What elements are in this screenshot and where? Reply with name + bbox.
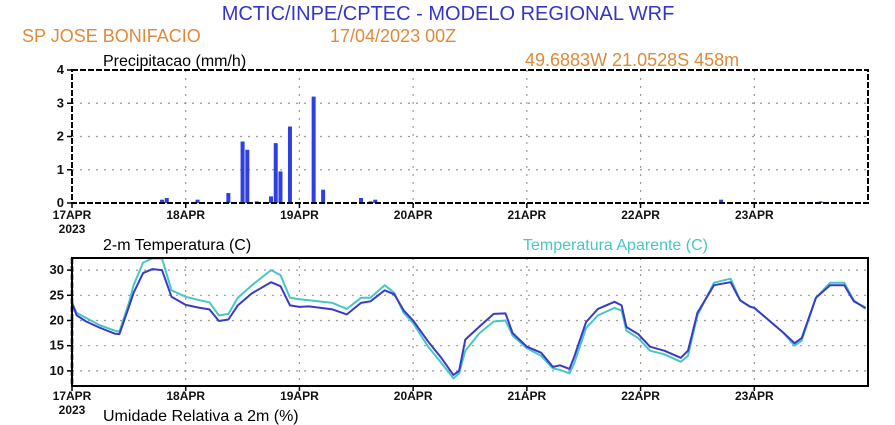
apparent-temperature-line	[71, 257, 867, 380]
precip-bar	[245, 149, 250, 203]
temperature-line	[71, 268, 867, 376]
precip-panel: Precipitacao (mm/h) 49.6883W 21.0528S 45…	[53, 50, 869, 236]
x-tick-label: 18APR	[166, 208, 205, 222]
precip-bar	[373, 199, 378, 203]
y-tick-label: 1	[57, 162, 64, 177]
x-tick-label: 21APR	[508, 389, 547, 403]
precip-bar	[269, 196, 273, 203]
year-label: 2023	[59, 403, 86, 417]
y-tick-label: 20	[50, 312, 64, 327]
precip-bar	[226, 193, 231, 203]
y-tick-label: 10	[50, 363, 64, 378]
y-tick-label: 4	[57, 62, 65, 77]
precip-bar	[160, 199, 165, 203]
x-tick-label: 21APR	[508, 208, 547, 222]
temp-panel: 2-m Temperatura (C) Temperatura Aparente…	[50, 237, 869, 417]
precip-bar	[359, 198, 364, 203]
station-name: SP JOSE BONIFACIO	[22, 26, 201, 46]
temp-frame	[71, 257, 869, 387]
x-tick-label: 17APR	[53, 389, 92, 403]
precip-bar	[278, 171, 283, 203]
y-tick-label: 0	[57, 195, 64, 210]
y-tick-label: 15	[50, 338, 64, 353]
legend-apparent-temp: Temperatura Aparente (C)	[523, 237, 708, 254]
precip-bar	[273, 143, 278, 203]
y-tick-label: 3	[57, 95, 64, 110]
temp-title: 2-m Temperatura (C)	[103, 237, 251, 254]
precip-bar	[164, 198, 169, 203]
year-label: 2023	[59, 222, 86, 236]
precip-bar	[311, 96, 316, 203]
x-tick-label: 19APR	[280, 389, 319, 403]
x-tick-label: 20APR	[394, 389, 433, 403]
precip-title: Precipitacao (mm/h)	[103, 53, 246, 70]
x-tick-label: 20APR	[394, 208, 433, 222]
precip-frame	[71, 69, 869, 204]
precip-bar	[321, 189, 326, 203]
x-tick-label: 23APR	[735, 389, 774, 403]
y-tick-label: 25	[50, 287, 64, 302]
location-coords: 49.6883W 21.0528S 458m	[525, 50, 739, 70]
precip-bar	[287, 126, 292, 203]
x-tick-label: 22APR	[621, 208, 660, 222]
x-tick-label: 23APR	[735, 208, 774, 222]
y-tick-label: 2	[57, 129, 64, 144]
y-tick-label: 30	[50, 262, 64, 277]
chart-title: MCTIC/INPE/CPTEC - MODELO REGIONAL WRF	[222, 3, 675, 25]
x-tick-label: 18APR	[166, 389, 205, 403]
humidity-title: Umidade Relativa a 2m (%)	[103, 408, 299, 425]
precip-bar	[240, 141, 245, 203]
x-tick-label: 19APR	[280, 208, 319, 222]
x-tick-label: 22APR	[621, 389, 660, 403]
precip-bar	[195, 199, 200, 203]
x-tick-label: 17APR	[53, 208, 92, 222]
run-time: 17/04/2023 00Z	[330, 26, 456, 46]
precip-bar	[719, 199, 724, 203]
